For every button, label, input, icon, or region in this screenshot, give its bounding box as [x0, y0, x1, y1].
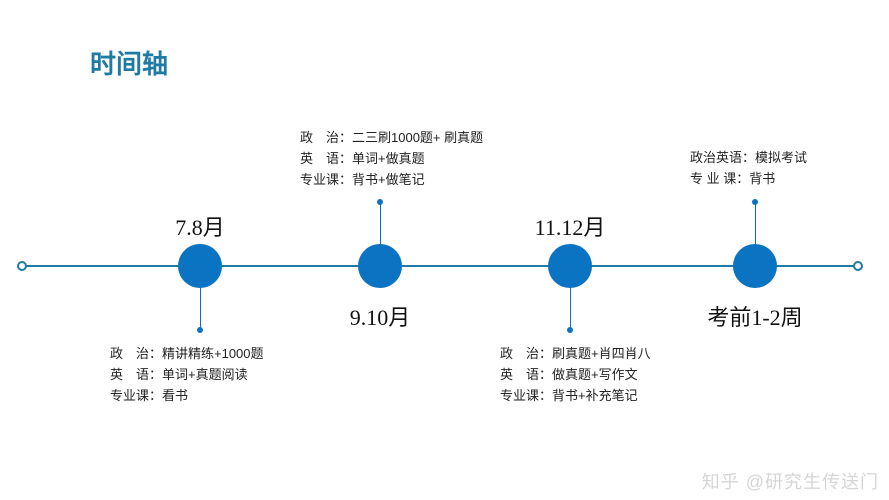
- page-title: 时间轴: [90, 44, 168, 81]
- timeline-connector-dot: [197, 327, 203, 333]
- timeline-month-label: 7.8月: [175, 210, 225, 242]
- timeline-month-label: 11.12月: [535, 210, 606, 242]
- timeline-details: 政 治：精讲精练+1000题英 语：单词+真题阅读专业课：看书: [110, 344, 264, 406]
- timeline-start-cap: [17, 261, 27, 271]
- timeline-detail-line: 政 治：精讲精练+1000题: [110, 344, 264, 365]
- timeline-detail-line: 英 语：单词+真题阅读: [110, 365, 264, 386]
- timeline-connector-dot: [377, 199, 383, 205]
- timeline-details: 政 治：二三刷1000题+ 刷真题英 语：单词+做真题专业课：背书+做笔记: [300, 128, 483, 190]
- timeline-node: [358, 244, 402, 288]
- timeline-connector-dot: [567, 327, 573, 333]
- timeline-month-label: 9.10月: [350, 300, 411, 332]
- timeline-detail-line: 政 治：刷真题+肖四肖八: [500, 344, 651, 365]
- timeline-detail-line: 专业课：看书: [110, 386, 264, 407]
- timeline-node: [733, 244, 777, 288]
- timeline-month-label: 考前1-2周: [707, 300, 802, 332]
- timeline-end-cap: [853, 261, 863, 271]
- watermark: 知乎 @研究生传送门: [702, 468, 879, 494]
- timeline-connector-dot: [752, 199, 758, 205]
- timeline-detail-line: 英 语：单词+做真题: [300, 149, 483, 170]
- timeline-details: 政 治：刷真题+肖四肖八英 语：做真题+写作文专业课：背书+补充笔记: [500, 344, 651, 406]
- timeline-detail-line: 专业课：背书+补充笔记: [500, 386, 651, 407]
- timeline-detail-line: 专 业 课：背书: [690, 169, 807, 190]
- timeline-detail-line: 政 治：二三刷1000题+ 刷真题: [300, 128, 483, 149]
- timeline-node: [548, 244, 592, 288]
- timeline-detail-line: 英 语：做真题+写作文: [500, 365, 651, 386]
- timeline-details: 政治英语：模拟考试专 业 课：背书: [690, 148, 807, 190]
- timeline-detail-line: 专业课：背书+做笔记: [300, 170, 483, 191]
- timeline-detail-line: 政治英语：模拟考试: [690, 148, 807, 169]
- timeline-node: [178, 244, 222, 288]
